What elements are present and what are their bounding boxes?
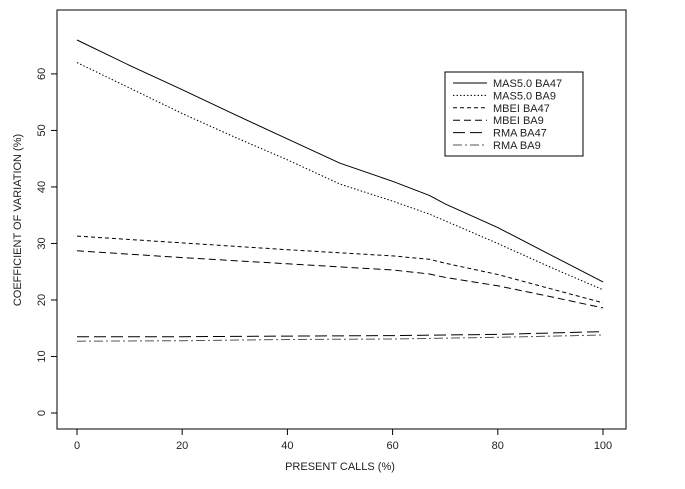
y-tick-label: 10: [36, 350, 48, 362]
x-axis: 0 20 40 60 80 100: [74, 429, 612, 452]
x-tick-label: 20: [176, 440, 188, 452]
y-tick-label: 20: [36, 294, 48, 306]
y-tick-label: 50: [36, 124, 48, 136]
series-line-3: [76, 235, 604, 304]
y-tick-label: 0: [36, 410, 48, 416]
y-axis: 0 10 20 30 40 50 60: [36, 68, 57, 416]
legend-label-3: MBEI BA47: [493, 103, 550, 115]
y-tick-label: 60: [36, 68, 48, 80]
plot-frame: [56, 9, 627, 430]
series-line-5: [77, 331, 604, 338]
series-line-4: [76, 250, 604, 309]
series-layer: [76, 39, 604, 342]
legend-label-5: RMA BA47: [493, 128, 547, 140]
x-tick-label: 100: [594, 440, 612, 452]
legend-label-4: MBEI BA9: [493, 115, 544, 127]
legend-label-6: RMA BA9: [493, 140, 541, 152]
x-tick-label: 80: [492, 440, 504, 452]
legend-box: [444, 71, 584, 157]
x-tick-label: 60: [386, 440, 398, 452]
y-axis-label: COEFFICIENT OF VARIATION (%): [12, 134, 24, 306]
x-tick-label: 40: [281, 440, 293, 452]
x-axis-label: PRESENT CALLS (%): [285, 461, 395, 473]
series-line-1: [76, 39, 604, 283]
series-line-6: [76, 334, 604, 342]
legend-label-2: MAS5.0 BA9: [493, 90, 556, 102]
y-tick-label: 30: [36, 237, 48, 249]
x-tick-label: 0: [74, 440, 80, 452]
legend-label-1: MAS5.0 BA47: [493, 78, 562, 90]
y-tick-label: 40: [36, 181, 48, 193]
